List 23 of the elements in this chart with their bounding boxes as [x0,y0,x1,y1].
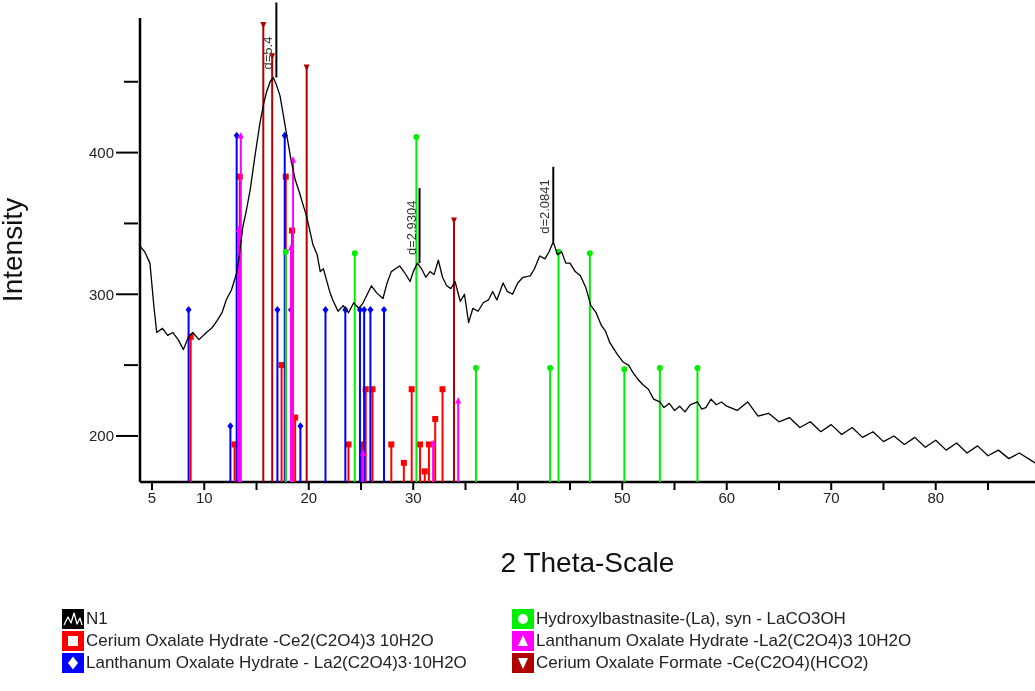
x-tick-label: 50 [613,488,631,506]
y-tick-label: 400 [88,143,114,161]
legend-label: Hydroxylbastnasite-(La), syn - LaCO3OH [536,609,846,629]
annotation: d=5.4 [260,36,276,70]
annotation: d=2.0841 [537,179,553,234]
legend-label: Cerium Oxalate Hydrate -Ce2(C2O4)3 10H2O [86,631,434,651]
annotation: d=2.9304 [403,200,419,256]
x-tick-label: 80 [927,488,945,506]
y-tick-label: 200 [88,427,114,445]
x-tick-label: 40 [509,488,527,506]
x-tick-label: 20 [300,488,318,506]
legend-label: Lanthanum Oxalate Hydrate -La2(C2O4)3 10H2O [536,631,912,651]
x-tick-label: 70 [822,488,840,506]
x-tick-label: 10 [195,488,213,506]
y-axis-title: Intensity [0,197,28,303]
legend-label: Cerium Oxalate Formate -Ce(C2O4)(HCO2) [536,653,869,673]
legend-label: Lanthanum Oxalate Hydrate - La2(C2O4)3·10H2O [86,653,467,673]
legend-label: N1 [86,609,108,629]
x-tick-label: 5 [147,488,157,506]
x-axis-title: 2 Theta-Scale [500,546,675,578]
x-tick-label: 60 [718,488,736,506]
y-tick-label: 300 [88,285,114,303]
x-tick-label: 30 [404,488,422,506]
